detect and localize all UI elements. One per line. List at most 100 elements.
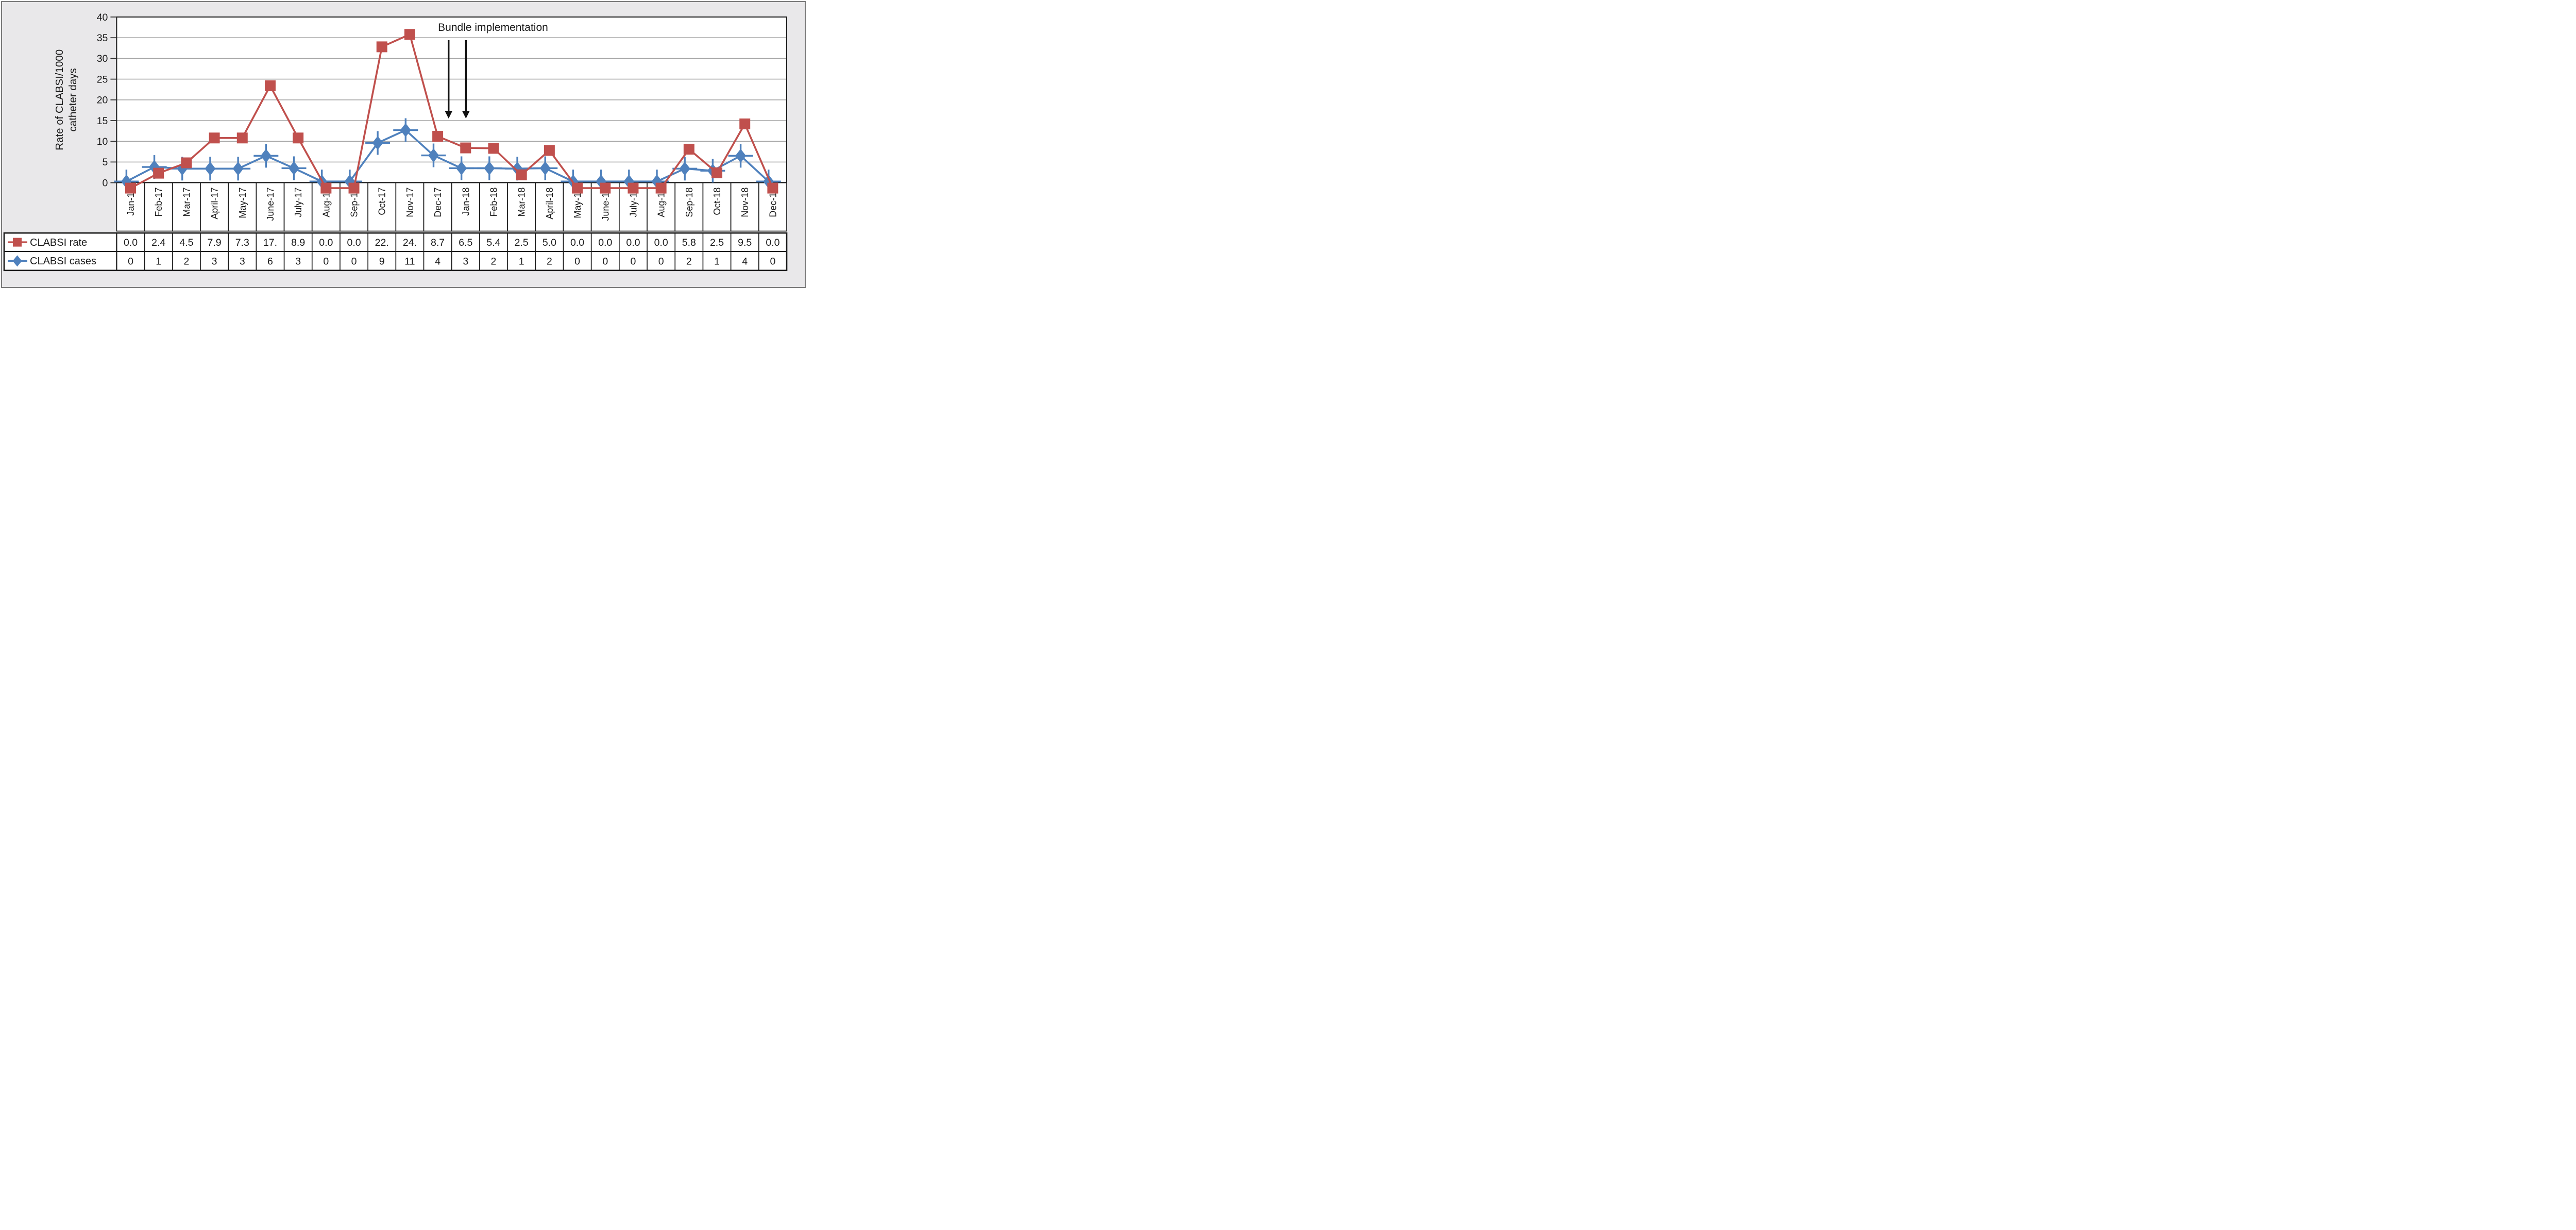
rate-marker-square: [767, 182, 778, 194]
cases-value-cell: 3: [295, 256, 301, 267]
y-tick-label: 0: [103, 177, 108, 189]
y-tick-label: 15: [97, 115, 108, 127]
rate-value-cell: 0.0: [319, 237, 333, 248]
month-cell: [144, 182, 173, 232]
cases-value-cell: 3: [463, 256, 468, 267]
month-label: April-17: [210, 188, 220, 220]
y-tick-label: 5: [103, 157, 108, 168]
rate-marker-square: [711, 167, 723, 178]
month-label-cells: Jan-17 Feb-17 Mar-17 April-17 May-17 June-17 J…: [116, 182, 787, 232]
y-axis-title-line1: Rate of CLABSI/1000: [54, 49, 65, 150]
cases-value-cell: 11: [404, 256, 415, 267]
cases-value-cell: 0: [128, 256, 133, 267]
rate-marker-square: [293, 132, 304, 144]
rate-value-cell: 0.0: [347, 237, 361, 248]
data-table-grid: 0.0 2.4 4.5 7.9 7.3 17. 8.9 0.0 0.0 22. 24. 8.7 6.5 5…: [3, 232, 788, 272]
month-label: April-18: [545, 188, 555, 220]
y-tick-label: 25: [97, 74, 108, 85]
rate-value-cell: 2.4: [151, 237, 165, 248]
y-tick-label: 35: [97, 32, 108, 44]
y-axis-ticks: 40 35 30 25 20 15 10 5 0: [97, 12, 117, 189]
rate-value-cell: 4.5: [179, 237, 193, 248]
cases-value-cell: 2: [491, 256, 497, 267]
month-label: July-17: [293, 188, 303, 217]
rate-marker-square: [460, 142, 471, 154]
rate-value-cell: 8.9: [291, 237, 305, 248]
rate-marker-square: [236, 132, 248, 144]
rate-value-cell: 0.0: [626, 237, 640, 248]
rate-marker-square: [655, 182, 667, 194]
rate-value-cell: 6.5: [459, 237, 472, 248]
cases-marker-diamond: [679, 161, 690, 176]
rate-value-cell: 0.0: [124, 237, 138, 248]
rate-value-cell: 17.: [263, 237, 277, 248]
rate-value-cell: 2.5: [710, 237, 724, 248]
legend-item-cases: CLABSI cases: [8, 255, 96, 267]
rate-marker-square: [264, 80, 276, 91]
rate-marker-square: [125, 182, 136, 194]
rate-marker-square: [516, 169, 527, 180]
cases-value-cell: 1: [714, 256, 720, 267]
cases-value-cell: 1: [156, 256, 161, 267]
rate-value-cell: 7.3: [235, 237, 249, 248]
month-label: Jan-18: [461, 188, 471, 216]
month-label: June-17: [265, 188, 276, 221]
month-label: Dec-17: [433, 188, 443, 217]
cases-marker-diamond: [428, 148, 439, 163]
rate-value-cell: 2.5: [515, 237, 529, 248]
rate-marker-square: [181, 157, 192, 169]
month-label: Sep-18: [684, 188, 694, 217]
rate-marker-square: [739, 118, 751, 129]
month-label: Aug-18: [656, 188, 667, 217]
month-cell: [479, 182, 508, 232]
rate-marker-square: [432, 131, 444, 142]
rate-value-cell: 7.9: [208, 237, 222, 248]
month-cell: [507, 182, 536, 232]
cases-marker-diamond: [232, 161, 244, 176]
figure-panel: 40 35 30 25 20 15 10 5 0 Jan-17 Feb-17 Mar-17 April…: [1, 1, 806, 288]
rate-marker-square: [683, 143, 694, 155]
rate-marker-square: [348, 182, 360, 194]
cases-marker-diamond: [260, 148, 272, 163]
y-axis-title-line2: catheter days: [67, 68, 79, 131]
month-label: Oct-17: [377, 188, 387, 215]
clabsi-rate-series: [125, 29, 778, 194]
rate-value-cell: 0.0: [598, 237, 612, 248]
rate-marker-square: [153, 167, 164, 179]
month-cell: [256, 182, 285, 232]
cases-value-cell: 0: [631, 256, 636, 267]
rate-marker-square: [209, 132, 220, 144]
rate-value-cell: 5.0: [543, 237, 556, 248]
cases-marker-diamond: [484, 161, 495, 175]
month-label: Feb-18: [488, 188, 499, 217]
cases-value-cell: 4: [742, 256, 748, 267]
gridlines: [116, 37, 787, 163]
rate-value-cell: 0.0: [766, 237, 779, 248]
month-cell: [200, 182, 229, 232]
month-label: May-18: [572, 188, 583, 218]
y-tick-label: 30: [97, 53, 108, 64]
rate-marker-square: [488, 143, 499, 154]
y-tick-label: 40: [97, 12, 108, 23]
cases-value-cell: 9: [379, 256, 385, 267]
rate-marker-square: [404, 29, 415, 40]
month-cell: [283, 182, 313, 232]
rate-marker-square: [376, 41, 387, 53]
cases-marker-diamond: [372, 136, 383, 150]
rate-value-cell: 24.: [403, 237, 417, 248]
rate-legend-label: CLABSI rate: [30, 237, 87, 248]
cases-value-cell: 2: [183, 256, 189, 267]
annotation-arrowhead-icon: [462, 110, 470, 119]
cases-value-cell: 0: [351, 256, 357, 267]
legend-item-rate: CLABSI rate: [8, 237, 87, 248]
month-label: Oct-18: [712, 188, 722, 215]
cases-legend-label: CLABSI cases: [30, 256, 96, 267]
month-cell: [535, 182, 564, 232]
month-label: Feb-17: [154, 188, 164, 217]
month-label: July-18: [628, 188, 638, 217]
month-cell: [367, 182, 397, 232]
cases-marker-diamond: [205, 161, 216, 176]
cases-value-cell: 1: [519, 256, 524, 267]
rate-marker-square: [544, 145, 555, 156]
